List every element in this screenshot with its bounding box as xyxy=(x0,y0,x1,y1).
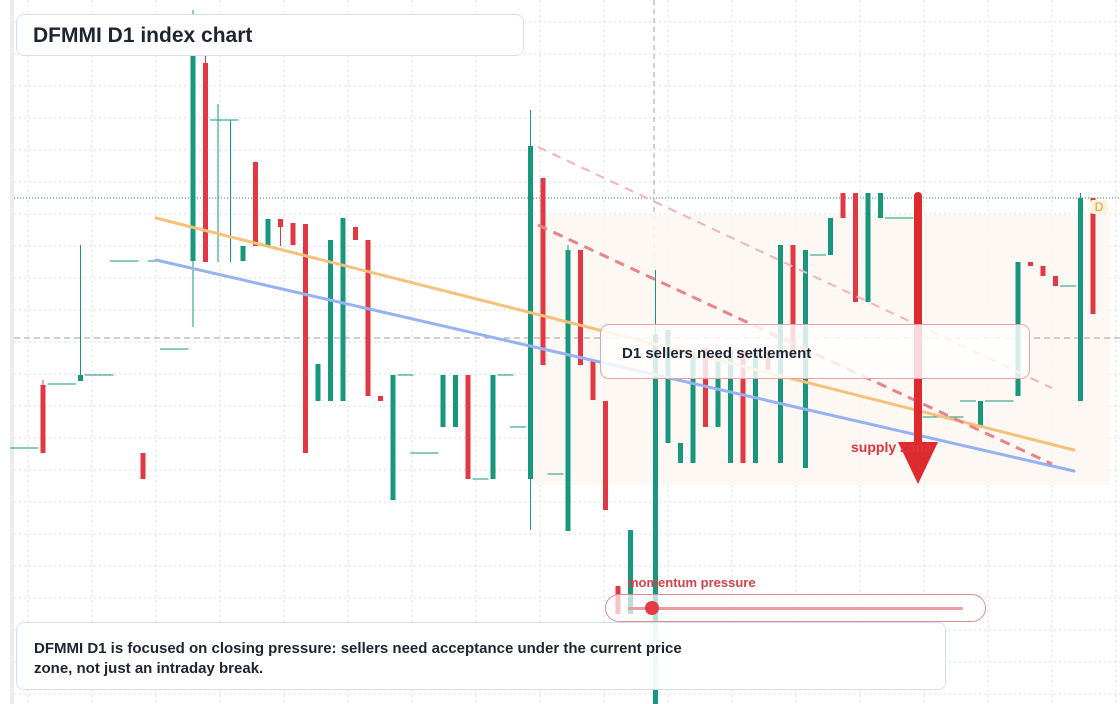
candle-body xyxy=(340,218,346,401)
analysis-note: DFMMI D1 is focused on closing pressure:… xyxy=(16,622,946,690)
candle-body xyxy=(878,193,883,218)
candle-body xyxy=(690,352,696,463)
candle-body xyxy=(590,360,596,400)
candle-body xyxy=(140,453,146,479)
candle-body xyxy=(290,223,296,245)
candle-body xyxy=(603,401,608,510)
candle-body xyxy=(365,240,371,396)
candle-body xyxy=(740,350,746,463)
candle-body xyxy=(353,227,358,240)
price-tag: D xyxy=(1090,200,1108,214)
candle-body xyxy=(490,375,496,479)
candle-body xyxy=(1078,198,1083,401)
chart-title: DFMMI D1 index chart xyxy=(16,14,524,56)
candle-body xyxy=(453,375,458,427)
candle-body xyxy=(790,245,796,356)
sellers-callout: D1 sellers need settlement xyxy=(600,324,1030,379)
candle-body xyxy=(265,219,271,246)
momentum-slider[interactable] xyxy=(605,594,986,622)
candle-body xyxy=(653,334,658,704)
candle-body xyxy=(1040,266,1046,276)
candle-body xyxy=(628,530,633,614)
candle-body xyxy=(390,375,396,500)
candle-body xyxy=(728,350,733,463)
candle-body xyxy=(315,364,321,401)
bear-arrow xyxy=(898,192,938,484)
candle-body xyxy=(840,193,846,218)
candle-body xyxy=(203,63,208,262)
candle-body xyxy=(78,375,83,381)
arrow-head xyxy=(898,442,938,484)
resistance-lines xyxy=(537,146,1053,466)
momentum-knob[interactable] xyxy=(644,601,659,615)
candle-body xyxy=(753,350,758,463)
candle-body xyxy=(328,240,333,401)
candle-body xyxy=(865,193,871,302)
candle-body xyxy=(253,162,258,246)
candle-body xyxy=(465,375,471,479)
candle-body xyxy=(1028,262,1033,266)
candle-body xyxy=(678,443,683,463)
candle-body xyxy=(578,250,583,365)
candle-body xyxy=(978,401,983,427)
candle-body xyxy=(540,178,546,365)
momentum-track xyxy=(628,607,963,610)
candle-body xyxy=(665,330,671,443)
candle-body xyxy=(378,396,383,401)
candle-body xyxy=(853,193,858,302)
candle-body xyxy=(190,17,196,261)
candle-body xyxy=(565,250,571,531)
candle-body xyxy=(1090,198,1096,314)
candle-body xyxy=(440,375,446,427)
momentum-label: momentum pressure xyxy=(627,575,756,590)
candle-body xyxy=(40,385,46,453)
candle-body xyxy=(828,218,833,255)
resistance-line-main xyxy=(537,223,1053,466)
candle-body xyxy=(1053,276,1058,286)
left-axis-edge xyxy=(10,0,14,704)
candle-body xyxy=(278,219,283,227)
candle-body xyxy=(240,246,246,261)
candle-body xyxy=(303,224,308,453)
supply-zone-label: supply zone xyxy=(851,439,932,455)
